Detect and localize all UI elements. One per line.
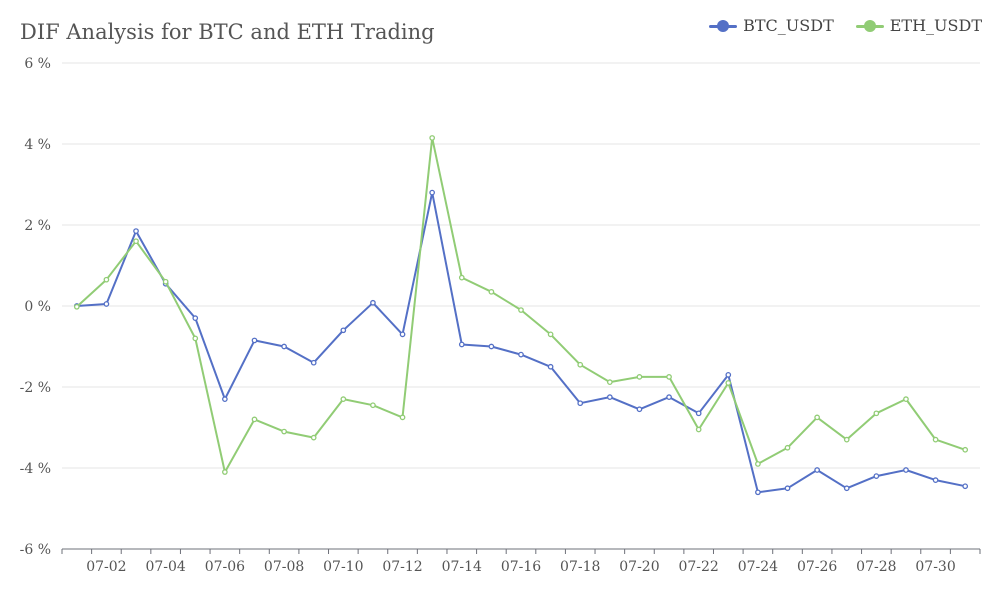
data-point[interactable]: [755, 489, 761, 496]
data-point[interactable]: [488, 288, 495, 295]
data-point[interactable]: [162, 278, 169, 285]
data-point[interactable]: [547, 331, 554, 338]
x-tick-label: 07-30: [915, 559, 955, 575]
y-tick-label: 6 %: [24, 56, 51, 72]
y-tick-label: 4 %: [24, 137, 51, 153]
data-point[interactable]: [310, 359, 317, 366]
data-point[interactable]: [577, 400, 584, 407]
chart-legend: BTC_USDT ETH_USDT: [709, 16, 982, 35]
data-point[interactable]: [370, 402, 376, 409]
data-point[interactable]: [399, 331, 406, 338]
data-point[interactable]: [340, 396, 347, 402]
data-point[interactable]: [103, 301, 110, 307]
legend-swatch-btc: [709, 19, 738, 33]
x-tick-label: 07-18: [560, 559, 600, 575]
data-point[interactable]: [873, 410, 880, 417]
data-point[interactable]: [73, 303, 80, 310]
data-point[interactable]: [725, 371, 732, 378]
y-tick-label: 2 %: [24, 218, 51, 234]
data-point[interactable]: [192, 335, 199, 342]
data-point[interactable]: [340, 327, 347, 334]
data-point[interactable]: [429, 135, 436, 141]
data-point[interactable]: [606, 394, 613, 400]
x-axis: 07-02 07-04 07-06 07-08 07-10 07-12 07-14 07-16…: [61, 548, 981, 575]
data-point[interactable]: [784, 444, 791, 451]
data-point[interactable]: [636, 374, 643, 380]
data-point[interactable]: [133, 238, 139, 245]
y-axis: -6 % -4 % -2 % 0 % 2 % 4 % 6 %: [20, 56, 51, 558]
data-point[interactable]: [932, 477, 939, 483]
series-eth-usdt: [73, 135, 969, 475]
x-tick-label: 07-14: [442, 559, 482, 575]
x-tick-label: 07-10: [323, 559, 363, 575]
y-tick-label: -4 %: [20, 461, 51, 477]
data-point[interactable]: [636, 406, 643, 413]
data-point[interactable]: [903, 396, 909, 402]
data-point[interactable]: [606, 379, 613, 385]
series-btc-usdt: [73, 189, 969, 496]
data-point[interactable]: [666, 374, 672, 380]
data-point[interactable]: [755, 461, 761, 467]
legend-label-eth: ETH_USDT: [889, 16, 982, 35]
data-point[interactable]: [873, 473, 880, 479]
y-tick-label: -6 %: [20, 542, 51, 558]
data-point[interactable]: [577, 361, 584, 368]
x-tick-label: 07-12: [382, 559, 422, 575]
y-tick-label: 0 %: [24, 299, 51, 315]
data-point[interactable]: [310, 434, 317, 441]
legend-swatch-eth: [855, 19, 884, 33]
x-tick-label: 07-28: [856, 559, 896, 575]
data-point[interactable]: [903, 467, 909, 473]
legend-item-eth[interactable]: ETH_USDT: [855, 16, 982, 35]
data-point[interactable]: [725, 380, 732, 386]
series-layer: [73, 135, 969, 496]
x-tick-label: 07-20: [619, 559, 659, 575]
data-point[interactable]: [429, 189, 436, 196]
data-point[interactable]: [192, 315, 199, 321]
data-point[interactable]: [843, 436, 850, 443]
x-tick-label: 07-08: [264, 559, 304, 575]
data-point[interactable]: [518, 351, 524, 358]
grid-lines: [62, 62, 980, 469]
series-line: [76, 191, 966, 494]
series-line: [76, 136, 966, 474]
data-point[interactable]: [251, 337, 258, 344]
data-point[interactable]: [666, 394, 672, 400]
legend-item-btc[interactable]: BTC_USDT: [709, 16, 834, 35]
y-tick-label: -2 %: [20, 380, 51, 396]
data-point[interactable]: [695, 410, 702, 417]
x-tick-label: 07-24: [738, 559, 778, 575]
data-point[interactable]: [251, 416, 258, 423]
data-point[interactable]: [222, 469, 228, 475]
chart-title: DIF Analysis for BTC and ETH Trading: [20, 20, 435, 44]
x-tick-label: 07-22: [678, 559, 718, 575]
data-point[interactable]: [370, 299, 376, 306]
data-point[interactable]: [843, 485, 850, 492]
data-point[interactable]: [399, 414, 406, 421]
data-point[interactable]: [103, 276, 110, 283]
data-point[interactable]: [814, 414, 820, 421]
x-tick-label: 07-04: [145, 559, 185, 575]
x-tick-label: 07-06: [205, 559, 245, 575]
data-point[interactable]: [962, 446, 969, 453]
legend-label-btc: BTC_USDT: [743, 16, 834, 35]
data-point[interactable]: [932, 436, 939, 443]
data-point[interactable]: [518, 307, 524, 313]
data-point[interactable]: [133, 228, 139, 234]
data-point[interactable]: [784, 485, 791, 492]
x-tick-label: 07-16: [501, 559, 541, 575]
x-tick-label: 07-02: [86, 559, 126, 575]
data-point[interactable]: [281, 343, 287, 350]
data-point[interactable]: [695, 426, 702, 433]
data-point[interactable]: [962, 483, 969, 490]
data-point[interactable]: [458, 274, 465, 281]
data-point[interactable]: [222, 396, 228, 402]
data-point[interactable]: [488, 343, 495, 350]
data-point[interactable]: [281, 428, 287, 435]
data-point[interactable]: [547, 363, 554, 370]
data-point[interactable]: [458, 341, 465, 348]
data-point[interactable]: [814, 467, 820, 473]
x-tick-label: 07-26: [797, 559, 837, 575]
